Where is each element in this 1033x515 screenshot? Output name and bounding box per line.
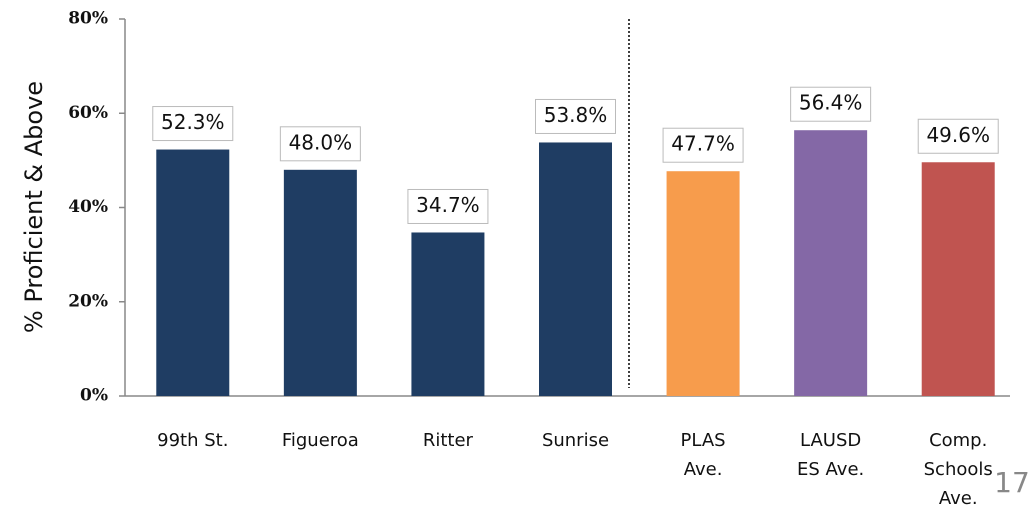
value-label-box (790, 86, 872, 122)
value-label: 48.0% (289, 130, 353, 154)
value-label-box (152, 106, 234, 142)
y-tick-label: 60% (68, 103, 108, 123)
y-axis-title: % Proficient & Above (20, 81, 48, 333)
value-label: 52.3% (161, 110, 225, 134)
x-tick-label: Sunrise (541, 430, 610, 451)
value-label-box (662, 127, 744, 163)
bar (156, 149, 230, 396)
value-label: 47.7% (671, 132, 735, 156)
y-tick-label: 20% (68, 291, 108, 311)
x-tick-label: 99th St. (157, 430, 229, 451)
x-tick-label: LAUSD ES Ave. (797, 430, 865, 480)
page-number: 17 (994, 466, 1030, 499)
bar (283, 169, 357, 396)
y-tick-label: 40% (68, 197, 108, 217)
x-tick-label: Ritter (422, 430, 473, 451)
x-tick-label: Comp. Schools Ave. (923, 430, 993, 509)
value-label-box (535, 98, 616, 134)
value-label: 49.6% (926, 123, 990, 147)
value-label: 34.7% (416, 193, 480, 217)
bar (539, 142, 612, 396)
bar (794, 130, 868, 396)
x-tick-label: Figueroa (281, 430, 359, 451)
value-label: 56.4% (799, 91, 863, 115)
y-tick-label: 80% (68, 9, 108, 29)
bar (411, 232, 485, 396)
bar (921, 162, 995, 396)
bar (666, 171, 740, 396)
y-tick-label: 0% (80, 386, 108, 406)
x-tick-label: PLAS Ave. (680, 430, 726, 480)
value-label-box (279, 126, 361, 162)
value-label: 53.8% (544, 103, 608, 127)
value-label-box (407, 188, 489, 224)
value-label-box (917, 118, 999, 154)
